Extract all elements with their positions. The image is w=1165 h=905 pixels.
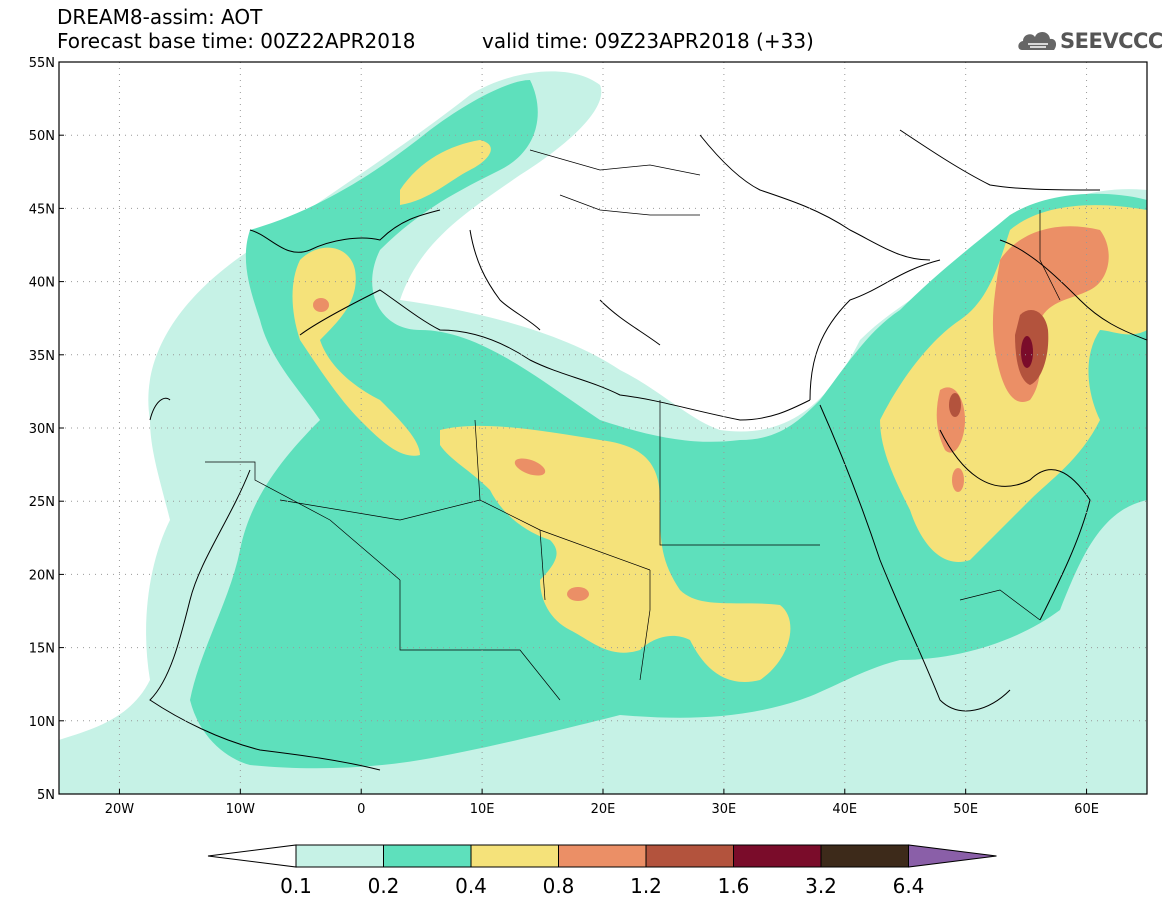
colorbar-swatch xyxy=(295,844,384,868)
colorbar-label: 0.1 xyxy=(280,874,312,898)
colorbar-high-arrow xyxy=(908,844,997,868)
lon-tick-label: 10W xyxy=(226,802,256,817)
lat-tick-label: 25N xyxy=(29,495,55,510)
lon-tick-label: 20W xyxy=(105,802,135,817)
colorbar-swatch xyxy=(733,844,822,868)
forecast-base-time: Forecast base time: 00Z22APR2018 xyxy=(57,29,416,53)
colorbar-label: 0.2 xyxy=(368,874,400,898)
colorbar-swatch xyxy=(558,844,647,868)
lat-tick-label: 45N xyxy=(29,202,55,217)
colorbar-swatch xyxy=(383,844,472,868)
lon-tick-label: 30E xyxy=(712,802,737,817)
aot-band-0.2 xyxy=(190,80,1147,769)
aot-field xyxy=(59,71,1147,794)
colorbar-swatch xyxy=(645,844,734,868)
longitude-labels: 20W 10W 0 10E 20E 30E 40E 50E 60E xyxy=(105,789,1099,817)
graticule xyxy=(59,62,1147,794)
colorbar-swatch xyxy=(470,844,559,868)
borders xyxy=(205,149,1061,701)
lon-tick-label: 50E xyxy=(953,802,978,817)
colorbar-label: 0.4 xyxy=(455,874,487,898)
colorbar-labels: 0.1 0.2 0.4 0.8 1.2 1.6 3.2 6.4 xyxy=(280,874,924,898)
lat-tick-label: 40N xyxy=(29,276,55,291)
logo-text: SEEVCCC xyxy=(1060,29,1163,53)
lat-tick-label: 55N xyxy=(29,56,55,71)
lat-tick-label: 5N xyxy=(37,788,55,803)
colorbar-label: 3.2 xyxy=(805,874,837,898)
coastlines xyxy=(149,129,1147,771)
cloud-logo-icon xyxy=(1018,31,1057,50)
colorbar-low-arrow xyxy=(207,844,297,868)
lon-tick-label: 20E xyxy=(591,802,616,817)
colorbar-label: 1.2 xyxy=(630,874,662,898)
lat-tick-label: 35N xyxy=(29,349,55,364)
colorbar-label: 6.4 xyxy=(893,874,925,898)
latitude-labels: 55N 50N 45N 40N 35N 30N 25N 20N 15N 10N 5N xyxy=(29,56,64,803)
lon-tick-label: 60E xyxy=(1074,802,1099,817)
lat-tick-label: 50N xyxy=(29,129,55,144)
colorbar-label: 0.8 xyxy=(543,874,575,898)
lon-tick-label: 10E xyxy=(470,802,495,817)
lat-tick-label: 10N xyxy=(29,715,55,730)
colorbar-label: 1.6 xyxy=(718,874,750,898)
aot-band-1.6 xyxy=(1021,336,1033,368)
map-title: DREAM8-assim: AOT xyxy=(57,5,263,29)
colorbar-swatch xyxy=(820,844,909,868)
lon-tick-label: 40E xyxy=(832,802,857,817)
lat-tick-label: 30N xyxy=(29,422,55,437)
colorbar xyxy=(207,844,997,868)
lat-tick-label: 20N xyxy=(29,568,55,583)
valid-time: valid time: 09Z23APR2018 (+33) xyxy=(482,29,814,53)
lon-tick-label: 0 xyxy=(357,802,365,817)
lat-tick-label: 15N xyxy=(29,642,55,657)
